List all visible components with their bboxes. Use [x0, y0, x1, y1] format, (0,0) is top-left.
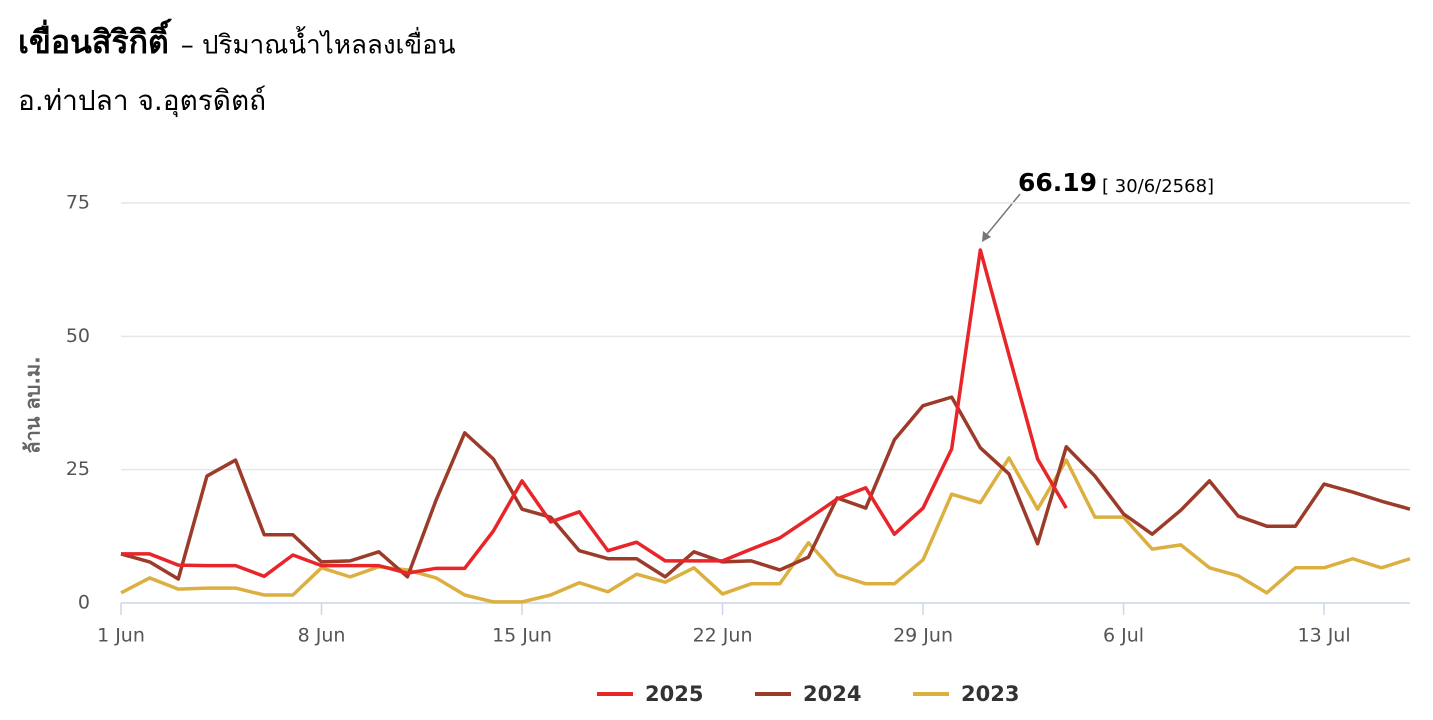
legend-label: 2023	[961, 682, 1019, 706]
chart-subtitle-inline: – ปริมาณน้ำไหลลงเขื่อน	[181, 26, 456, 61]
annotation-value: 66.19	[1018, 168, 1097, 197]
chart-title: เขื่อนสิริกิติ์	[18, 18, 173, 61]
x-tick-label: 6 Jul	[1103, 625, 1144, 647]
annotation-arrowhead	[982, 231, 991, 242]
y-tick-label: 75	[66, 192, 90, 214]
y-axis-label: ล้าน ลบ.ม.	[21, 356, 45, 453]
y-tick-label: 25	[66, 458, 90, 480]
x-tick-label: 15 Jun	[492, 625, 552, 647]
legend-label: 2024	[803, 682, 861, 706]
annotation-date: [ 30/6/2568]	[1102, 176, 1214, 197]
x-tick-label: 22 Jun	[693, 625, 753, 647]
chart-subtitle: อ.ท่าปลา จ.อุตรดิตถ์	[18, 84, 266, 118]
data-line	[121, 248, 1068, 579]
x-tick-label: 29 Jun	[893, 625, 953, 647]
legend-label: 2025	[645, 682, 703, 706]
annotation-arrow	[983, 193, 1021, 239]
data-line	[120, 456, 1411, 604]
y-tick-label: 50	[66, 325, 90, 347]
x-tick-label: 1 Jun	[97, 625, 145, 647]
x-tick-label: 13 Jul	[1297, 625, 1350, 647]
x-tick-label: 8 Jun	[298, 625, 346, 647]
data-line	[120, 395, 1411, 581]
y-tick-label: 0	[78, 592, 90, 614]
